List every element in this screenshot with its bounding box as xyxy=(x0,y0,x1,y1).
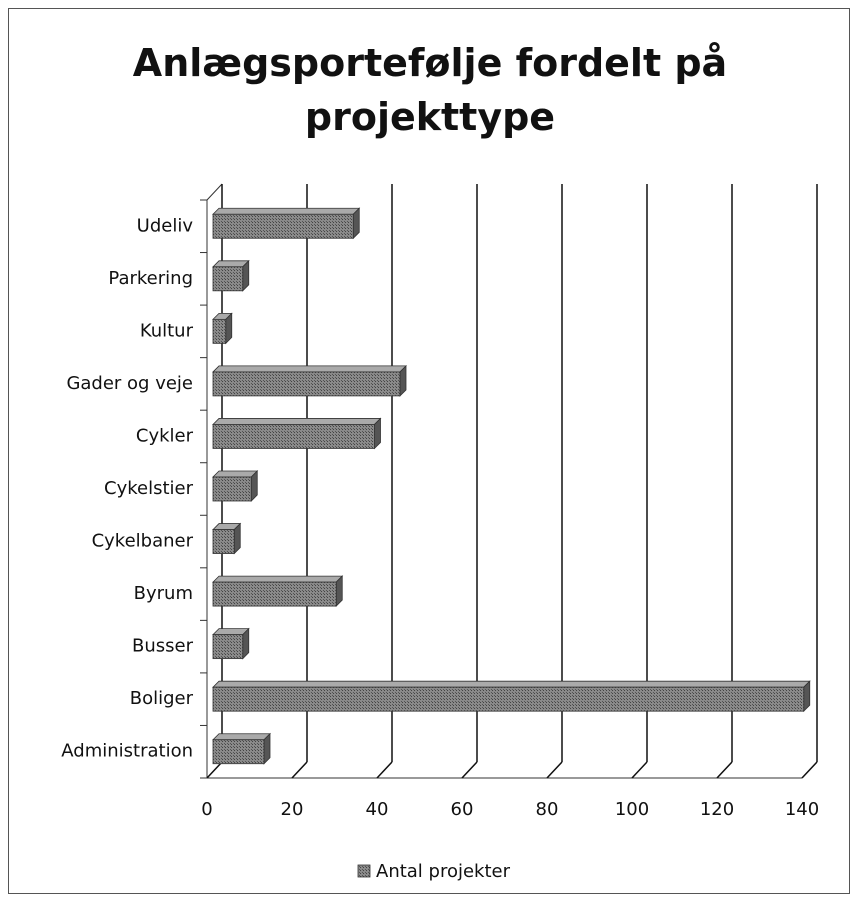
chart-frame xyxy=(8,8,850,894)
chart-title: Anlægsportefølje fordelt på projekttype xyxy=(132,41,728,139)
bar xyxy=(212,424,375,449)
grid-line xyxy=(291,761,308,779)
grid-line xyxy=(461,761,478,779)
bar-top xyxy=(212,365,407,373)
y-tick-label: Kultur xyxy=(140,320,194,341)
y-tick-label: Administration xyxy=(61,741,193,762)
x-tick-label: 140 xyxy=(785,799,819,820)
x-tick-label: 80 xyxy=(536,799,559,820)
bar xyxy=(212,634,244,660)
y-tick-label: Cykelstier xyxy=(104,478,194,499)
grid-line xyxy=(716,761,733,779)
grid-line xyxy=(631,761,648,779)
y-tick-label: Gader og veje xyxy=(66,373,193,394)
x-tick-label: 40 xyxy=(366,799,389,820)
y-tick-label: Udeliv xyxy=(137,215,194,236)
y-tick-label: Cykelbaner xyxy=(92,531,194,552)
bar-top xyxy=(212,207,361,215)
bar xyxy=(212,476,252,502)
grid-line xyxy=(376,761,393,779)
x-tick-label: 100 xyxy=(615,799,649,820)
bar-top xyxy=(212,418,382,425)
bar xyxy=(212,371,401,397)
wall-edge xyxy=(206,183,223,201)
x-tick-label: 60 xyxy=(451,799,474,820)
bar xyxy=(212,581,337,607)
x-tick-label: 20 xyxy=(281,799,304,820)
grid-line xyxy=(546,761,563,779)
bar xyxy=(212,686,805,712)
bar xyxy=(212,213,354,239)
y-tick-label: Busser xyxy=(132,636,194,657)
y-tick-label: Boliger xyxy=(130,688,194,709)
y-tick-label: Byrum xyxy=(134,583,193,604)
y-tick-label: Parkering xyxy=(108,268,193,289)
bar-top xyxy=(212,575,344,583)
bar-top xyxy=(212,733,271,741)
legend-label: Antal projekter xyxy=(376,861,511,882)
x-tick-label: 120 xyxy=(700,799,734,820)
legend-swatch xyxy=(357,864,371,878)
x-tick-label: 0 xyxy=(201,799,212,820)
grid-line xyxy=(206,761,223,779)
bar-top xyxy=(212,470,259,478)
bar-top xyxy=(212,680,811,688)
bar xyxy=(212,529,235,554)
grid-line xyxy=(801,761,818,779)
bar xyxy=(212,739,265,765)
bar xyxy=(212,318,227,344)
bar xyxy=(212,266,244,292)
y-tick-label: Cykler xyxy=(136,425,194,446)
